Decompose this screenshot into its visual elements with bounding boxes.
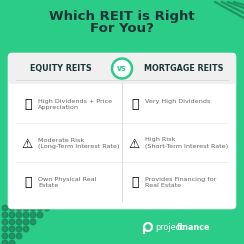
Text: 💰: 💰 <box>24 99 32 112</box>
Text: Own Physical Real
Estate: Own Physical Real Estate <box>38 176 96 188</box>
Text: Provides Financing for
Real Estate: Provides Financing for Real Estate <box>145 176 216 188</box>
Circle shape <box>112 59 132 79</box>
Circle shape <box>16 226 22 232</box>
Circle shape <box>23 219 29 225</box>
Text: 💰: 💰 <box>131 99 139 112</box>
Circle shape <box>30 219 36 225</box>
Circle shape <box>16 212 22 218</box>
Text: vs: vs <box>117 64 127 73</box>
Text: EQUITY REITS: EQUITY REITS <box>30 64 91 73</box>
Text: 🏠: 🏠 <box>24 176 32 190</box>
Circle shape <box>16 205 22 211</box>
Circle shape <box>2 226 8 232</box>
Circle shape <box>16 233 22 239</box>
Circle shape <box>2 219 8 225</box>
Text: 🏠: 🏠 <box>131 176 139 190</box>
Text: Moderate Risk
(Long-Term Interest Rate): Moderate Risk (Long-Term Interest Rate) <box>38 138 119 149</box>
Circle shape <box>2 212 8 218</box>
Text: ⚠️: ⚠️ <box>22 138 34 151</box>
Text: MORTGAGE REITS: MORTGAGE REITS <box>144 64 223 73</box>
Circle shape <box>37 212 43 218</box>
Circle shape <box>9 233 15 239</box>
Circle shape <box>9 205 15 211</box>
FancyBboxPatch shape <box>8 53 236 84</box>
Circle shape <box>30 205 36 211</box>
Circle shape <box>23 212 29 218</box>
FancyBboxPatch shape <box>8 53 236 209</box>
Text: Which REIT is Right: Which REIT is Right <box>49 10 195 23</box>
Text: finance: finance <box>177 224 211 233</box>
Circle shape <box>9 240 15 244</box>
Circle shape <box>23 205 29 211</box>
Text: project: project <box>155 224 183 233</box>
Text: High Dividends + Price
Appreciation: High Dividends + Price Appreciation <box>38 99 112 110</box>
Circle shape <box>2 205 8 211</box>
Circle shape <box>23 226 29 232</box>
Circle shape <box>16 219 22 225</box>
Circle shape <box>9 212 15 218</box>
Circle shape <box>30 212 36 218</box>
Bar <box>12 74 232 80</box>
Text: High Risk
(Short-Term Interest Rate): High Risk (Short-Term Interest Rate) <box>145 138 228 149</box>
Text: ⚠️: ⚠️ <box>129 138 141 151</box>
Circle shape <box>9 219 15 225</box>
Circle shape <box>2 240 8 244</box>
Text: For You?: For You? <box>90 22 154 35</box>
Circle shape <box>37 205 43 211</box>
Circle shape <box>2 233 8 239</box>
Text: Very High Dividends: Very High Dividends <box>145 99 210 103</box>
Circle shape <box>9 226 15 232</box>
Circle shape <box>44 205 50 211</box>
